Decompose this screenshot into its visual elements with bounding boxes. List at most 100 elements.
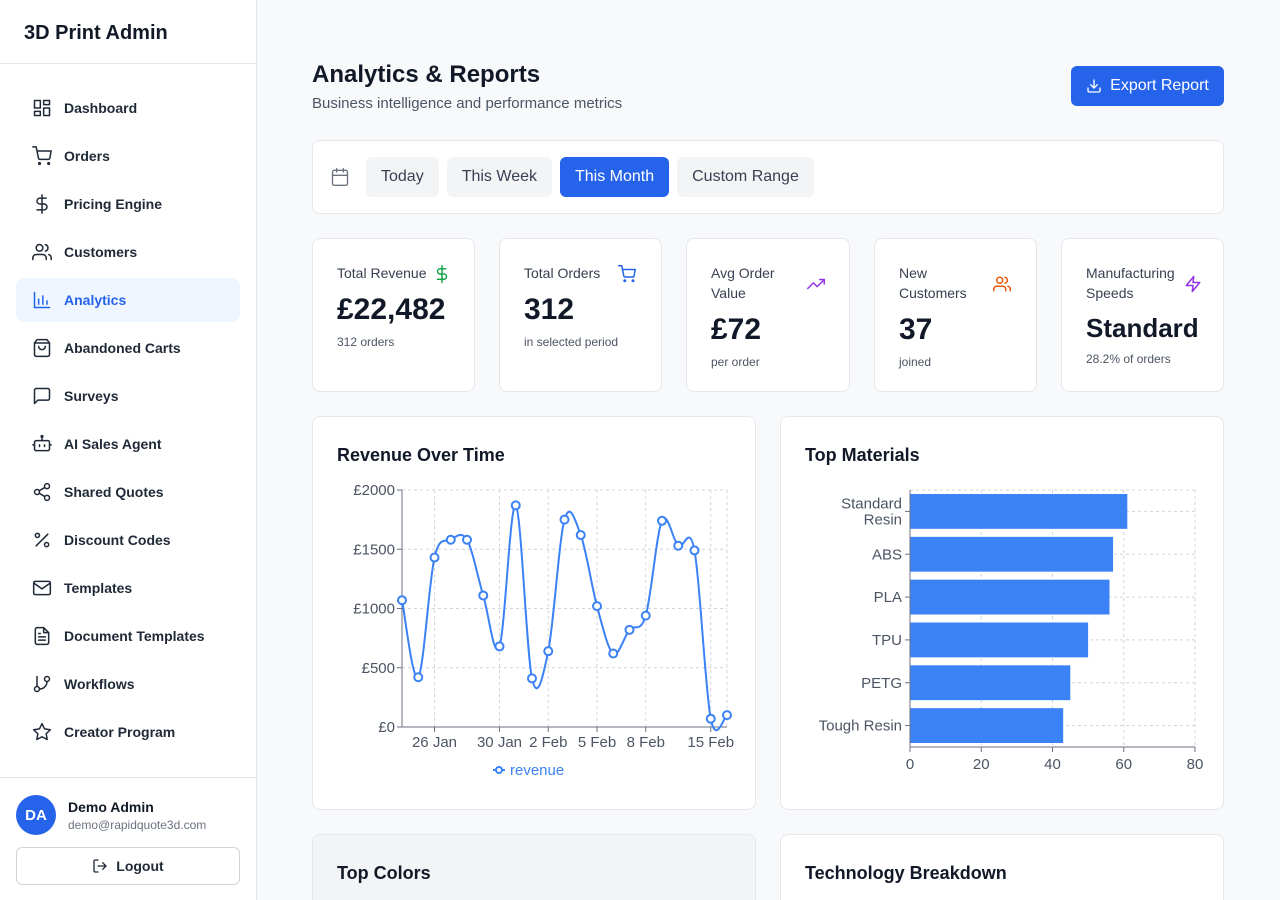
- sidebar-item-label: Creator Program: [64, 724, 176, 740]
- sidebar-item-discount-codes[interactable]: Discount Codes: [16, 518, 240, 562]
- legend-marker: [495, 766, 503, 774]
- stat-value: £72: [711, 313, 762, 346]
- sidebar-item-orders[interactable]: Orders: [16, 134, 240, 178]
- material-bar: [910, 536, 1114, 572]
- y-tick-label: Tough Resin: [819, 718, 902, 735]
- material-bar: [910, 622, 1089, 658]
- mail-icon: [32, 580, 52, 596]
- stat-value: £22,482: [337, 293, 446, 326]
- logout-button[interactable]: Logout: [16, 847, 240, 885]
- sidebar-item-label: Analytics: [64, 292, 127, 308]
- stat-label: Total Orders: [524, 265, 601, 281]
- revenue-data-point: [673, 540, 684, 551]
- material-bar: [910, 665, 1071, 701]
- stat-card-total-revenue: Total Revenue £22,482 312 orders: [312, 238, 475, 392]
- revenue-chart: £0 £500 £1000 £1500 £2000 26 Jan 30 Jan 2 Feb 5 …: [353, 482, 734, 779]
- sidebar-item-analytics[interactable]: Analytics: [16, 278, 240, 322]
- x-tick-label: 20: [973, 756, 990, 773]
- stat-label: New Customers: [899, 265, 967, 301]
- stat-subtext: 312 orders: [337, 335, 395, 349]
- users-icon: [993, 276, 1011, 292]
- sidebar-item-dashboard[interactable]: Dashboard: [16, 86, 240, 130]
- dollar-icon: [36, 194, 48, 214]
- range-this-month-button[interactable]: This Month: [559, 157, 670, 197]
- x-tick-label: 40: [1044, 756, 1061, 773]
- x-tick-label: 2 Feb: [529, 734, 567, 751]
- stat-card-avg-order-value: Avg Order Value £72 per order: [686, 238, 850, 392]
- stat-subtext: in selected period: [524, 335, 619, 349]
- y-tick-label: ABS: [872, 546, 902, 563]
- sidebar-item-ai-sales-agent[interactable]: AI Sales Agent: [16, 422, 240, 466]
- revenue-data-point: [608, 648, 619, 659]
- sidebar-item-label: Document Templates: [64, 628, 205, 644]
- stat-value: 312: [524, 293, 575, 326]
- export-report-button[interactable]: Export Report: [1071, 66, 1224, 106]
- sidebar-item-shared-quotes[interactable]: Shared Quotes: [16, 470, 240, 514]
- revenue-data-point: [640, 610, 651, 621]
- range-custom-range-button[interactable]: Custom Range: [677, 157, 814, 197]
- technology-card: Technology Breakdown: [780, 834, 1224, 900]
- revenue-data-point: [510, 500, 521, 511]
- sidebar-item-label: Discount Codes: [64, 532, 171, 548]
- y-tick-label: £1500: [353, 541, 395, 558]
- stat-subtext: per order: [711, 355, 760, 369]
- x-tick-label: 80: [1187, 756, 1204, 773]
- x-tick-label: 60: [1115, 756, 1132, 773]
- date-range-filter: Today This Week This Month Custom Range: [312, 140, 1224, 214]
- revenue-data-point: [575, 530, 586, 541]
- export-report-label: Export Report: [1110, 77, 1209, 94]
- materials-chart: 0 20 40 60 80 Standard Resin ABS PLA TPU PETG Tough…: [819, 489, 1204, 773]
- sidebar-item-templates[interactable]: Templates: [16, 566, 240, 610]
- sidebar-item-workflows[interactable]: Workflows: [16, 662, 240, 706]
- page-title: Analytics & Reports: [312, 61, 541, 88]
- download-icon: [1087, 79, 1101, 93]
- material-bar: [910, 579, 1110, 615]
- revenue-legend: revenue: [493, 762, 564, 779]
- revenue-data-point: [413, 672, 424, 683]
- calendar-icon: [331, 168, 349, 186]
- y-tick-label: £1000: [353, 601, 395, 618]
- avatar: DA: [16, 795, 56, 835]
- material-bar: [910, 494, 1128, 529]
- legend-label: revenue: [510, 762, 564, 779]
- cart-icon: [32, 146, 52, 166]
- sidebar-item-label: Orders: [64, 148, 110, 164]
- materials-chart-title: Top Materials: [805, 445, 920, 465]
- trending-up-icon: [807, 278, 825, 290]
- shopping-bag-icon: [33, 338, 51, 358]
- sidebar-item-customers[interactable]: Customers: [16, 230, 240, 274]
- revenue-data-point: [705, 713, 716, 724]
- revenue-data-point: [397, 595, 407, 606]
- sidebar-item-abandoned-carts[interactable]: Abandoned Carts: [16, 326, 240, 370]
- revenue-grid: [402, 489, 728, 728]
- sidebar-item-label: Surveys: [64, 388, 119, 404]
- sidebar-item-label: Workflows: [64, 676, 135, 692]
- stat-value: 37: [899, 313, 933, 346]
- sidebar-item-surveys[interactable]: Surveys: [16, 374, 240, 418]
- bar-chart-icon: [33, 291, 51, 309]
- sidebar-item-document-templates[interactable]: Document Templates: [16, 614, 240, 658]
- range-this-week-button[interactable]: This Week: [446, 157, 552, 197]
- revenue-data-point: [478, 590, 489, 601]
- revenue-data-point: [462, 534, 472, 545]
- revenue-data-point: [527, 673, 537, 684]
- sidebar-item-label: Abandoned Carts: [64, 340, 181, 356]
- users-icon: [32, 243, 52, 261]
- sidebar-item-label: Templates: [64, 580, 133, 596]
- zap-icon: [1185, 275, 1201, 293]
- dollar-icon: [436, 265, 448, 283]
- revenue-data-point: [689, 545, 700, 556]
- x-tick-label: 8 Feb: [627, 734, 665, 751]
- stat-label: Total Revenue: [337, 265, 427, 281]
- sidebar-item-pricing-engine[interactable]: Pricing Engine: [16, 182, 240, 226]
- user-name: Demo Admin: [68, 798, 154, 815]
- page-subtitle: Business intelligence and performance me…: [312, 95, 623, 112]
- sidebar-item-creator-program[interactable]: Creator Program: [16, 710, 240, 754]
- range-today-button[interactable]: Today: [366, 157, 439, 197]
- y-tick-label: Standard Resin: [841, 495, 902, 528]
- revenue-data-point: [429, 552, 440, 563]
- file-text-icon: [34, 626, 50, 646]
- star-icon: [32, 722, 52, 741]
- revenue-data-point: [657, 515, 667, 526]
- sidebar-item-label: AI Sales Agent: [64, 436, 162, 452]
